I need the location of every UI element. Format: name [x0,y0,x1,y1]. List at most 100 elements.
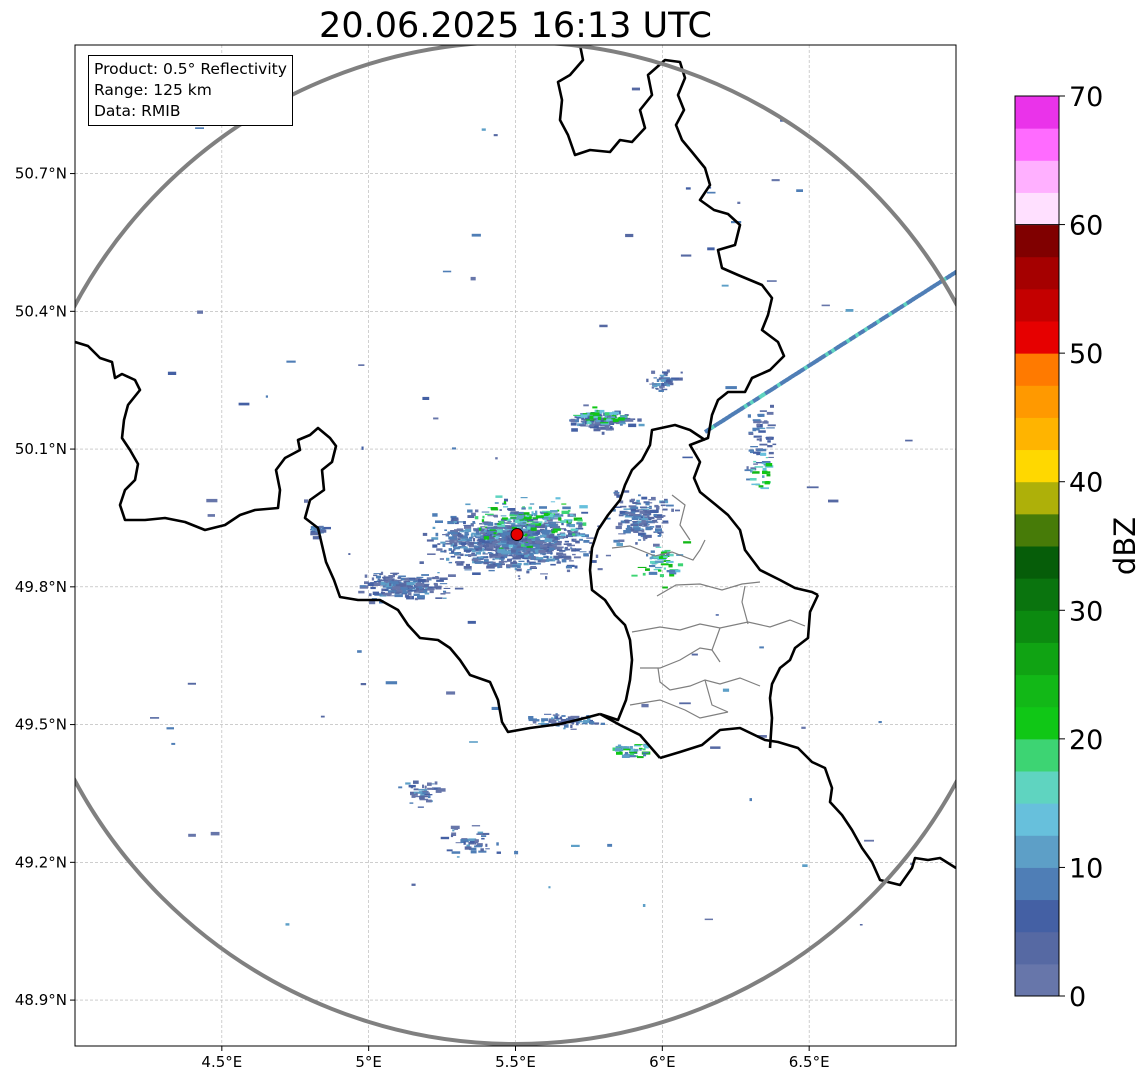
echo-pixel [450,555,456,558]
echo-pixel [565,536,568,539]
reflectivity-echoes [150,87,956,926]
echo-pixel [651,496,656,500]
echo-pixel [544,520,547,523]
echo-pixel [491,527,500,529]
echo-pixel [497,524,506,527]
echo-pixel [461,538,468,541]
echo-pixel [593,416,598,419]
echo-pixel [548,886,551,889]
echo-pixel [548,720,552,723]
echo-pixel [543,555,548,559]
echo-pixel [475,509,479,513]
echo-pixel [424,592,430,595]
echo-pixel [448,536,457,540]
echo-pixel [544,539,553,543]
echo-pixel [432,787,441,790]
echo-pixel [407,589,410,593]
echo-pixel [304,499,308,503]
echo-pixel [575,419,579,423]
echo-pixel [662,515,666,517]
echo-pixel [475,547,482,551]
echo-pixel [496,851,501,854]
echo-pixel [578,721,587,723]
echo-pixel [383,575,386,578]
echo-pixel [637,418,642,422]
echo-pixel [641,520,647,524]
echo-pixel [505,538,510,542]
echo-pixel [680,254,692,257]
echo-pixel [494,553,499,557]
echo-pixel [625,528,631,531]
echo-pixel [575,540,580,544]
echo-pixel [471,512,476,517]
echo-pixel [561,559,567,563]
echo-pixel [425,586,434,590]
echo-pixel [752,419,761,422]
echo-pixel [581,722,588,725]
echo-pixel [590,418,597,420]
echo-pixel [657,535,661,537]
echo-pixel [535,557,544,560]
echo-pixel [517,562,522,566]
admin-boundary-line [611,545,656,557]
echo-pixel [322,526,331,530]
echo-pixel [762,470,768,475]
echo-pixel [456,856,460,858]
lon-tick-label: 6°E [649,1053,676,1071]
echo-pixel [612,418,619,423]
echo-pixel [586,421,592,425]
echo-pixel [532,517,539,519]
echo-pixel [643,753,647,757]
echo-pixel [359,585,366,588]
echo-pixel [758,430,766,433]
echo-pixel [425,587,428,590]
echo-pixel [573,556,581,559]
echo-pixel [749,478,757,481]
echo-pixel [621,754,630,758]
echo-pixel [637,566,647,568]
echo-pixel [624,414,629,416]
echo-pixel [571,721,575,724]
echo-pixel [627,755,636,758]
echo-pixel [618,422,626,425]
echo-pixel [581,511,589,514]
echo-pixel [465,503,471,506]
echo-pixel [514,567,517,571]
echo-pixel [625,514,630,518]
echo-pixel [187,682,196,685]
echo-pixel [494,538,502,541]
echo-pixel [498,527,503,531]
echo-pixel [527,569,532,571]
echo-pixel [562,506,571,510]
echo-pixel [465,563,470,567]
echo-pixel [632,520,640,525]
echo-pixel [506,540,513,543]
echo-pixel [449,552,457,554]
echo-pixel [610,416,616,418]
echo-pixel [396,589,403,593]
echo-pixel [757,449,767,452]
echo-pixel [495,562,502,565]
echo-pixel [652,519,658,522]
echo-pixel [390,583,399,587]
echo-pixel [612,411,619,414]
echo-pixel [571,549,580,552]
echo-pixel [360,683,367,686]
echo-pixel [553,557,560,561]
echo-pixel [445,540,450,542]
echo-pixel [457,539,467,542]
echo-pixel [419,791,423,794]
echo-pixel [531,531,536,534]
echo-pixel [653,513,657,517]
echo-pixel [542,517,551,519]
echo-pixel [518,511,524,515]
echo-pixel [437,572,440,574]
echo-pixel [664,382,669,386]
echo-pixel [394,594,403,598]
echo-pixel [514,553,521,555]
echo-pixel [642,748,646,751]
echo-pixel [426,578,432,581]
echo-pixel [422,532,428,536]
echo-pixel [640,516,643,519]
echo-pixel [481,521,489,523]
